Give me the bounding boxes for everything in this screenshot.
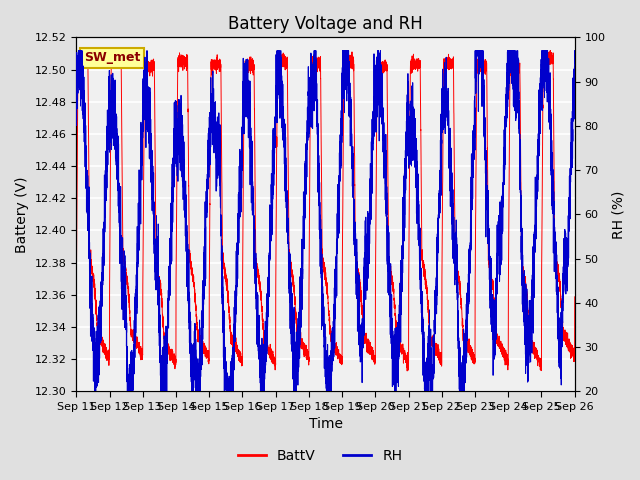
Title: Battery Voltage and RH: Battery Voltage and RH bbox=[228, 15, 423, 33]
Legend: BattV, RH: BattV, RH bbox=[232, 443, 408, 468]
Text: SW_met: SW_met bbox=[84, 51, 140, 64]
Y-axis label: Battery (V): Battery (V) bbox=[15, 176, 29, 252]
Y-axis label: RH (%): RH (%) bbox=[611, 190, 625, 239]
X-axis label: Time: Time bbox=[308, 418, 342, 432]
